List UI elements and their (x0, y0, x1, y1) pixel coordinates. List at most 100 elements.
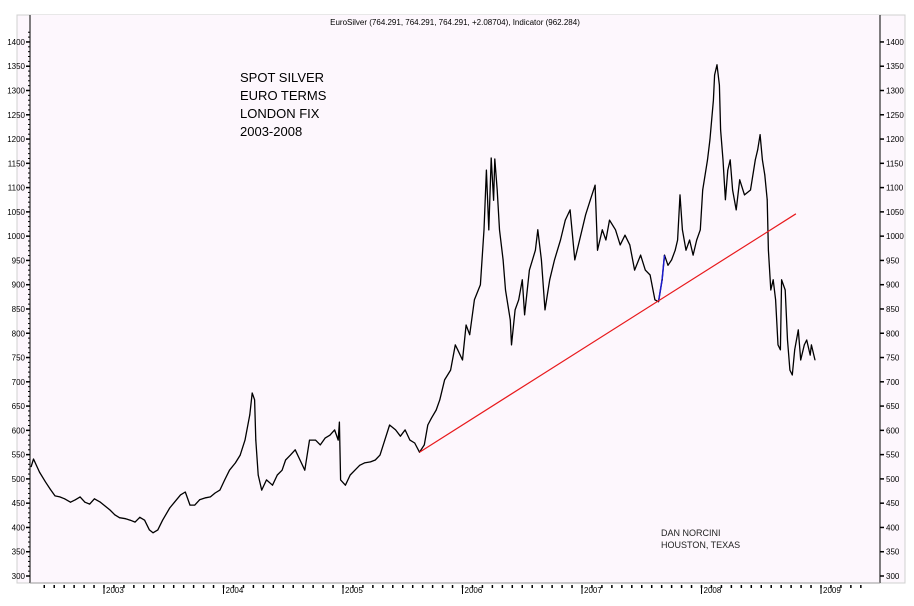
price-point (209, 496, 211, 498)
x-tick-label: 2005 (345, 586, 363, 595)
y-tick-label-left: 1050 (7, 208, 25, 217)
price-point (608, 219, 610, 221)
price-point (261, 489, 263, 491)
price-point (594, 184, 596, 186)
price-point (228, 469, 230, 471)
price-point (791, 374, 793, 376)
y-tick-label-right: 600 (886, 426, 900, 435)
price-point (789, 369, 791, 371)
annotation-line-2: EURO TERMS (240, 88, 327, 103)
price-point (757, 149, 759, 151)
x-tick-label: 2004 (226, 586, 244, 595)
price-point (134, 521, 136, 523)
price-point (319, 444, 321, 446)
price-point (224, 479, 226, 481)
price-point (104, 505, 106, 507)
price-point (685, 249, 687, 251)
price-point (435, 409, 437, 411)
price-point (399, 435, 401, 437)
price-point (709, 139, 711, 141)
price-point (99, 501, 101, 503)
chart-title: EuroSilver (764.291, 764.291, 764.291, +… (330, 18, 580, 27)
price-point (70, 501, 72, 503)
price-point (114, 514, 116, 516)
price-point (729, 159, 731, 161)
price-point (439, 399, 441, 401)
price-point (779, 349, 781, 351)
x-tick-label: 2008 (704, 586, 722, 595)
price-point (634, 269, 636, 271)
price-point (505, 289, 507, 291)
price-point (597, 249, 599, 251)
price-point (644, 269, 646, 271)
price-point (427, 424, 429, 426)
price-point (574, 259, 576, 261)
y-tick-label-left: 450 (12, 499, 26, 508)
price-point (64, 498, 66, 500)
price-point (479, 284, 481, 286)
price-point (761, 159, 763, 161)
price-point (775, 299, 777, 301)
y-tick-label-right: 500 (886, 475, 900, 484)
price-point (514, 309, 516, 311)
price-point (125, 518, 127, 520)
price-point (374, 459, 376, 461)
price-point (661, 279, 663, 281)
price-point (205, 497, 207, 499)
price-point (749, 189, 751, 191)
credit-line-1: DAN NORCINI (661, 528, 721, 538)
price-point (119, 517, 121, 519)
price-point (251, 392, 253, 394)
price-point (430, 417, 432, 419)
price-point (344, 484, 346, 486)
price-point (84, 501, 86, 503)
price-point (324, 437, 326, 439)
y-tick-label-left: 950 (12, 256, 26, 265)
price-point (184, 491, 186, 493)
price-point (189, 504, 191, 506)
price-point (724, 199, 726, 201)
price-point (444, 379, 446, 381)
price-point (803, 344, 805, 346)
y-axis-ticks: 300 300 350 350 400 400 450 450 500 500 550 550 600 6… (7, 31, 904, 581)
price-point (340, 479, 342, 481)
price-point (549, 279, 551, 281)
price-point (699, 229, 701, 231)
price-point (109, 509, 111, 511)
price-point (629, 244, 631, 246)
price-point (79, 496, 81, 498)
price-point (129, 519, 131, 521)
price-point (781, 279, 783, 281)
price-point (614, 229, 616, 231)
price-point (234, 462, 236, 464)
y-tick-label-right: 650 (886, 402, 900, 411)
price-point (681, 229, 683, 231)
price-point (254, 399, 256, 401)
series-group (30, 64, 816, 534)
annotation-line-3: LONDON FIX (240, 106, 320, 121)
y-tick-label-left: 650 (12, 402, 26, 411)
price-point (266, 479, 268, 481)
price-point (465, 324, 467, 326)
price-point (249, 414, 251, 416)
y-tick-label-left: 1150 (8, 159, 26, 168)
price-point (294, 449, 296, 451)
price-point (727, 169, 729, 171)
y-tick-label-left: 1350 (7, 62, 25, 71)
price-point (271, 484, 273, 486)
y-tick-label-right: 400 (886, 523, 900, 532)
price-point (764, 174, 766, 176)
price-point (509, 319, 511, 321)
price-point (337, 439, 339, 441)
price-point (338, 421, 340, 423)
price-point (720, 129, 722, 131)
price-point (423, 444, 425, 446)
plot-area (30, 15, 880, 583)
price-point (766, 199, 768, 201)
price-point (44, 481, 46, 483)
price-point (359, 464, 361, 466)
y-tick-label-right: 300 (886, 572, 900, 581)
price-point (718, 84, 720, 86)
price-point (732, 189, 734, 191)
